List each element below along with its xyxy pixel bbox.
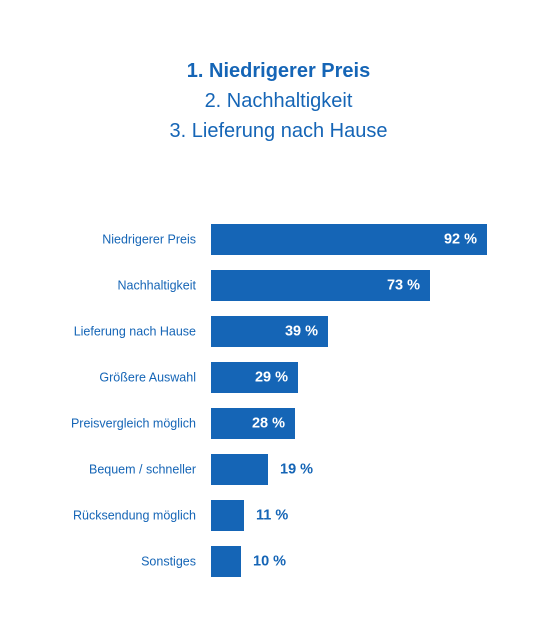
- ranking-second: 2. Nachhaltigkeit: [204, 90, 353, 112]
- category-label-bequem-schneller: Bequem / schneller: [89, 463, 196, 477]
- category-label-ruecksendung-moeglich: Rücksendung möglich: [73, 509, 196, 523]
- category-label-groessere-auswahl: Größere Auswahl: [99, 371, 196, 385]
- value-label-groessere-auswahl: 29 %: [255, 370, 288, 386]
- category-label-niedrigerer-preis: Niedrigerer Preis: [102, 233, 196, 247]
- ranking-list: 1. Niedrigerer Preis 2. Nachhaltigkeit 3…: [0, 56, 557, 146]
- bar-preisvergleich-moeglich: [211, 408, 295, 439]
- category-label-lieferung-nach-hause: Lieferung nach Hause: [74, 325, 196, 339]
- category-label-preisvergleich-moeglich: Preisvergleich möglich: [71, 417, 196, 431]
- bar-sonstiges: [211, 546, 241, 577]
- value-label-ruecksendung-moeglich: 11 %: [256, 508, 288, 524]
- category-label-sonstiges: Sonstiges: [141, 555, 196, 569]
- ranking-first: 1. Niedrigerer Preis: [186, 60, 371, 82]
- value-label-nachhaltigkeit: 73 %: [387, 278, 420, 294]
- ranking-third: 3. Lieferung nach Hause: [169, 120, 388, 142]
- bar-nachhaltigkeit: [211, 270, 430, 301]
- value-label-sonstiges: 10 %: [253, 554, 286, 570]
- bar-groessere-auswahl: [211, 362, 298, 393]
- bar-bequem-schneller: [211, 454, 268, 485]
- value-label-bequem-schneller: 19 %: [280, 462, 313, 478]
- value-label-lieferung-nach-hause: 39 %: [285, 324, 318, 340]
- bar-niedrigerer-preis: [211, 224, 487, 255]
- value-label-preisvergleich-moeglich: 28 %: [252, 416, 285, 432]
- bar-lieferung-nach-hause: [211, 316, 328, 347]
- category-label-nachhaltigkeit: Nachhaltigkeit: [117, 279, 196, 293]
- bar-ruecksendung-moeglich: [211, 500, 244, 531]
- value-label-niedrigerer-preis: 92 %: [444, 232, 477, 248]
